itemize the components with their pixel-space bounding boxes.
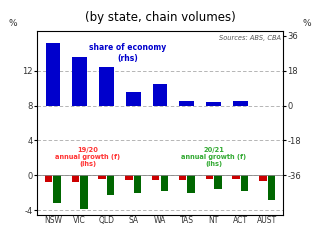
Bar: [125, 175, 133, 180]
Text: %: %: [8, 18, 17, 28]
Bar: [152, 175, 159, 180]
Text: %: %: [303, 18, 312, 28]
Bar: [214, 175, 222, 189]
Bar: [179, 175, 186, 180]
Bar: [268, 175, 275, 200]
Bar: [241, 175, 248, 191]
Bar: [187, 175, 195, 193]
Bar: [232, 175, 240, 179]
Bar: [206, 102, 221, 106]
Bar: [233, 101, 248, 106]
Bar: [80, 175, 88, 209]
Bar: [107, 175, 115, 195]
Bar: [259, 175, 267, 181]
Bar: [99, 175, 106, 179]
Text: share of economy
(rhs): share of economy (rhs): [89, 43, 166, 63]
Bar: [126, 92, 140, 106]
Bar: [205, 175, 213, 179]
Bar: [53, 175, 61, 204]
Bar: [72, 175, 79, 182]
Bar: [45, 43, 60, 106]
Bar: [161, 175, 168, 191]
Bar: [153, 84, 167, 106]
Bar: [72, 57, 87, 106]
Text: (by state, chain volumes): (by state, chain volumes): [84, 11, 236, 24]
Text: 20/21
annual growth (f)
(lhs): 20/21 annual growth (f) (lhs): [181, 147, 246, 168]
Text: Sources: ABS, CBA: Sources: ABS, CBA: [219, 35, 281, 41]
Bar: [99, 67, 114, 106]
Bar: [134, 175, 141, 193]
Bar: [180, 101, 194, 106]
Bar: [45, 175, 52, 182]
Text: 19/20
annual growth (f)
(lhs): 19/20 annual growth (f) (lhs): [55, 147, 120, 168]
